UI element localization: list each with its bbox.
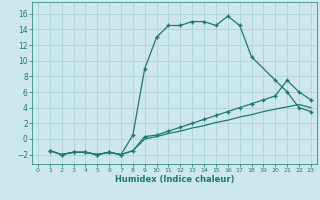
X-axis label: Humidex (Indice chaleur): Humidex (Indice chaleur)	[115, 175, 234, 184]
